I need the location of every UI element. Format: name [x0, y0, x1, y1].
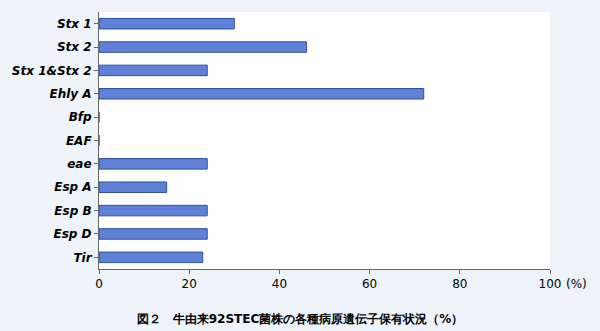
svg-text:Stx 1: Stx 1	[57, 17, 92, 31]
svg-text:eae: eae	[67, 157, 91, 171]
svg-text:Tir: Tir	[73, 251, 92, 265]
svg-text:EAF: EAF	[66, 134, 92, 148]
svg-text:60: 60	[362, 277, 377, 291]
svg-text:Stx 2: Stx 2	[57, 40, 92, 54]
svg-text:図２ 牛由来92STEC菌株の各種病原遺伝子保有状況（%）: 図２ 牛由来92STEC菌株の各種病原遺伝子保有状況（%）	[137, 312, 464, 326]
svg-text:Esp A: Esp A	[54, 180, 91, 194]
svg-text:100: 100	[539, 277, 562, 291]
svg-text:20: 20	[182, 277, 197, 291]
svg-text:80: 80	[452, 277, 467, 291]
svg-text:40: 40	[272, 277, 287, 291]
svg-text:Bfp: Bfp	[69, 110, 92, 124]
svg-text:Ehly A: Ehly A	[49, 87, 91, 101]
svg-text:(%): (%)	[566, 277, 587, 291]
svg-text:0: 0	[95, 277, 103, 291]
svg-text:Esp B: Esp B	[54, 204, 91, 218]
svg-text:Esp D: Esp D	[54, 227, 92, 241]
svg-text:Stx 1&Stx 2: Stx 1&Stx 2	[12, 64, 92, 78]
